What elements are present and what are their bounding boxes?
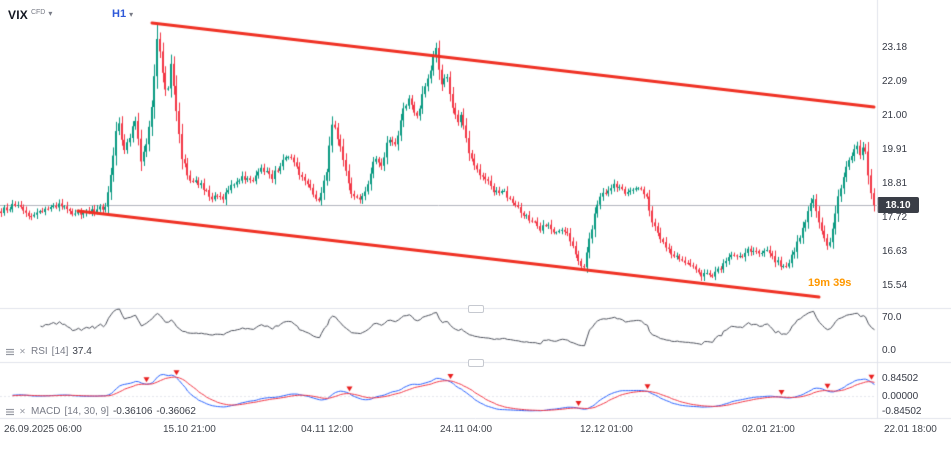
candle-countdown-label: 19m 39s <box>808 277 852 289</box>
pane-resize-handle[interactable] <box>468 305 484 313</box>
timeframe-label: H1 <box>112 8 127 20</box>
chevron-down-icon: ▾ <box>48 9 53 18</box>
pane-resize-handle[interactable] <box>468 359 484 367</box>
symbol-label: VIX <box>8 8 28 22</box>
timeframe-selector[interactable]: H1 ▾ <box>112 9 133 20</box>
chevron-down-icon: ▾ <box>129 10 134 19</box>
symbol-selector[interactable]: VIX CFD ▾ <box>8 8 52 22</box>
instrument-type-label: CFD <box>30 9 46 16</box>
